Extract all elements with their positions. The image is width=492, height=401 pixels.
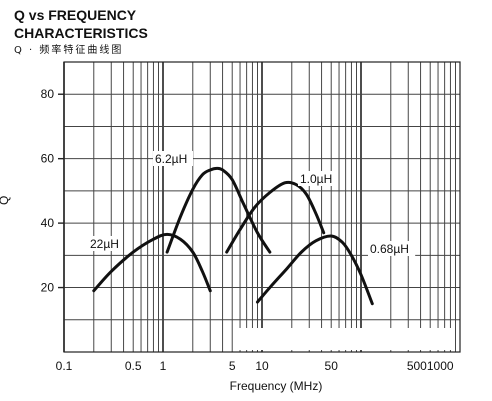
x-tick-label: 50	[325, 359, 339, 373]
curve-labels: 22µH 6.2µH 1.0µH 0.68µH	[88, 151, 416, 256]
series-label: 0.68µH	[370, 242, 409, 256]
x-tick-label: 1	[160, 359, 167, 373]
y-axis-label: Q	[0, 196, 11, 205]
chart-title-line-2: CHARACTERISTICS	[14, 25, 148, 41]
y-tick-label: 20	[41, 281, 55, 295]
grid	[63, 62, 460, 352]
blank-region	[238, 328, 454, 350]
y-tick-label: 60	[41, 152, 55, 166]
series-label: 1.0µH	[300, 172, 332, 186]
series-label-background	[88, 236, 121, 251]
x-tick-label: 0.1	[56, 359, 73, 373]
x-tick-label: 5	[229, 359, 236, 373]
x-axis-label: Frequency (MHz)	[230, 379, 323, 393]
series-line-3	[225, 180, 326, 254]
x-tick-label: 5001000	[407, 359, 454, 373]
chart-title-line-1: Q vs FREQUENCY	[14, 7, 137, 23]
series-label-background	[153, 151, 193, 166]
series-label: 22µH	[90, 237, 119, 251]
tick-labels: 20 40 60 80 0.1 0.5 1 5 10 50 5001000	[41, 87, 454, 373]
x-tick-label: 10	[255, 359, 269, 373]
y-tick-label: 40	[41, 216, 55, 230]
chart-subtitle: Q · 频率特征曲线图	[14, 43, 123, 56]
plot-frame	[63, 61, 461, 353]
series-label-background	[368, 241, 416, 256]
series-line-2	[165, 166, 272, 254]
curves	[92, 166, 374, 306]
series-line-1	[92, 232, 212, 293]
series-label: 6.2µH	[155, 152, 187, 166]
x-tick-label: 0.5	[125, 359, 142, 373]
series-label-background	[298, 171, 338, 186]
series-line-4	[255, 234, 374, 306]
y-tick-label: 80	[41, 87, 55, 101]
